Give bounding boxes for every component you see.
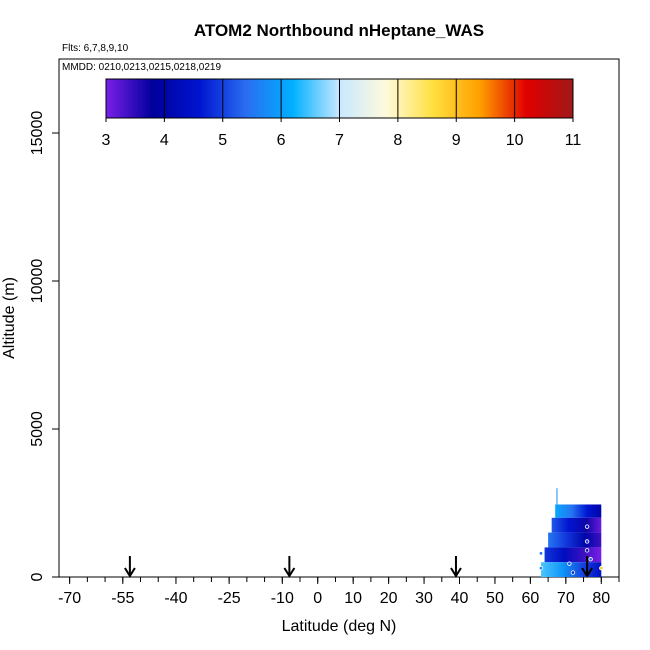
x-tick-label: 10 <box>344 590 362 607</box>
data-point <box>538 551 544 556</box>
colorbar-tick-label: 5 <box>218 132 227 149</box>
data-point <box>567 561 572 566</box>
data-point <box>584 548 590 553</box>
colorbar-tick-label: 7 <box>335 132 344 149</box>
x-axis: -70 -55 -40 -25 -10 0 10 20 30 40 50 60 70 80 <box>58 577 620 607</box>
flight-arrows-layer <box>124 556 593 578</box>
colorbar-tick-label: 8 <box>393 132 402 149</box>
data-cell <box>544 547 602 563</box>
arrow-head <box>581 567 593 578</box>
y-tick-label: 15000 <box>29 111 46 156</box>
x-tick-label: 0 <box>313 590 322 607</box>
colorbar-tick-label: 10 <box>506 132 524 149</box>
data-point <box>588 557 593 562</box>
x-tick-label: 40 <box>451 590 469 607</box>
x-tick-label: -55 <box>111 590 134 607</box>
down-arrow-icon <box>124 556 136 578</box>
colorbar-tick-label: 6 <box>277 132 286 149</box>
plot-frame <box>58 58 620 578</box>
data-cell <box>551 517 602 533</box>
data-cell <box>548 532 602 548</box>
y-tick-label: 10000 <box>29 259 46 304</box>
colorbar-tick-label: 9 <box>452 132 461 149</box>
data-point <box>584 524 590 529</box>
y-axis-title: Altitude (m) <box>1 277 18 359</box>
data-point <box>538 565 544 571</box>
x-tick-label: 20 <box>380 590 398 607</box>
x-tick-label: 80 <box>592 590 610 607</box>
arrow-head <box>283 567 296 578</box>
colorbar-tick-label: 4 <box>160 132 169 149</box>
down-arrow-icon <box>283 556 296 578</box>
down-arrow-icon <box>450 556 462 578</box>
colorbar-tick-label: 11 <box>565 132 582 149</box>
x-tick-label: 70 <box>557 590 575 607</box>
x-tick-label: 30 <box>415 590 433 607</box>
x-tick-label: -25 <box>218 590 241 607</box>
colorbar-tick-label: 3 <box>102 132 111 149</box>
data-point <box>570 570 576 575</box>
arrow-head <box>450 567 462 578</box>
y-tick-label: 5000 <box>29 411 46 447</box>
chart-title: ATOM2 Northbound nHeptane_WAS <box>194 21 484 40</box>
colorbar: 3 4 5 6 7 8 9 10 11 <box>102 78 582 149</box>
data-cell <box>555 504 602 518</box>
x-tick-label: -40 <box>164 590 187 607</box>
x-tick-label: -70 <box>58 590 81 607</box>
x-tick-label: -10 <box>271 590 294 607</box>
x-tick-label: 60 <box>521 590 539 607</box>
y-tick-label: 0 <box>29 572 46 581</box>
data-point <box>599 565 604 571</box>
data-points-layer <box>538 524 604 575</box>
x-axis-title: Latitude (deg N) <box>282 618 397 635</box>
x-tick-label: 50 <box>486 590 504 607</box>
arrow-head <box>124 567 136 578</box>
data-point <box>584 539 590 544</box>
down-arrow-icon <box>581 556 593 578</box>
flights-label: Flts: 6,7,8,9,10 <box>62 43 129 54</box>
dates-label: MMDD: 0210,0213,0215,0218,0219 <box>62 62 221 73</box>
y-axis: 0 5000 10000 15000 <box>29 111 59 581</box>
